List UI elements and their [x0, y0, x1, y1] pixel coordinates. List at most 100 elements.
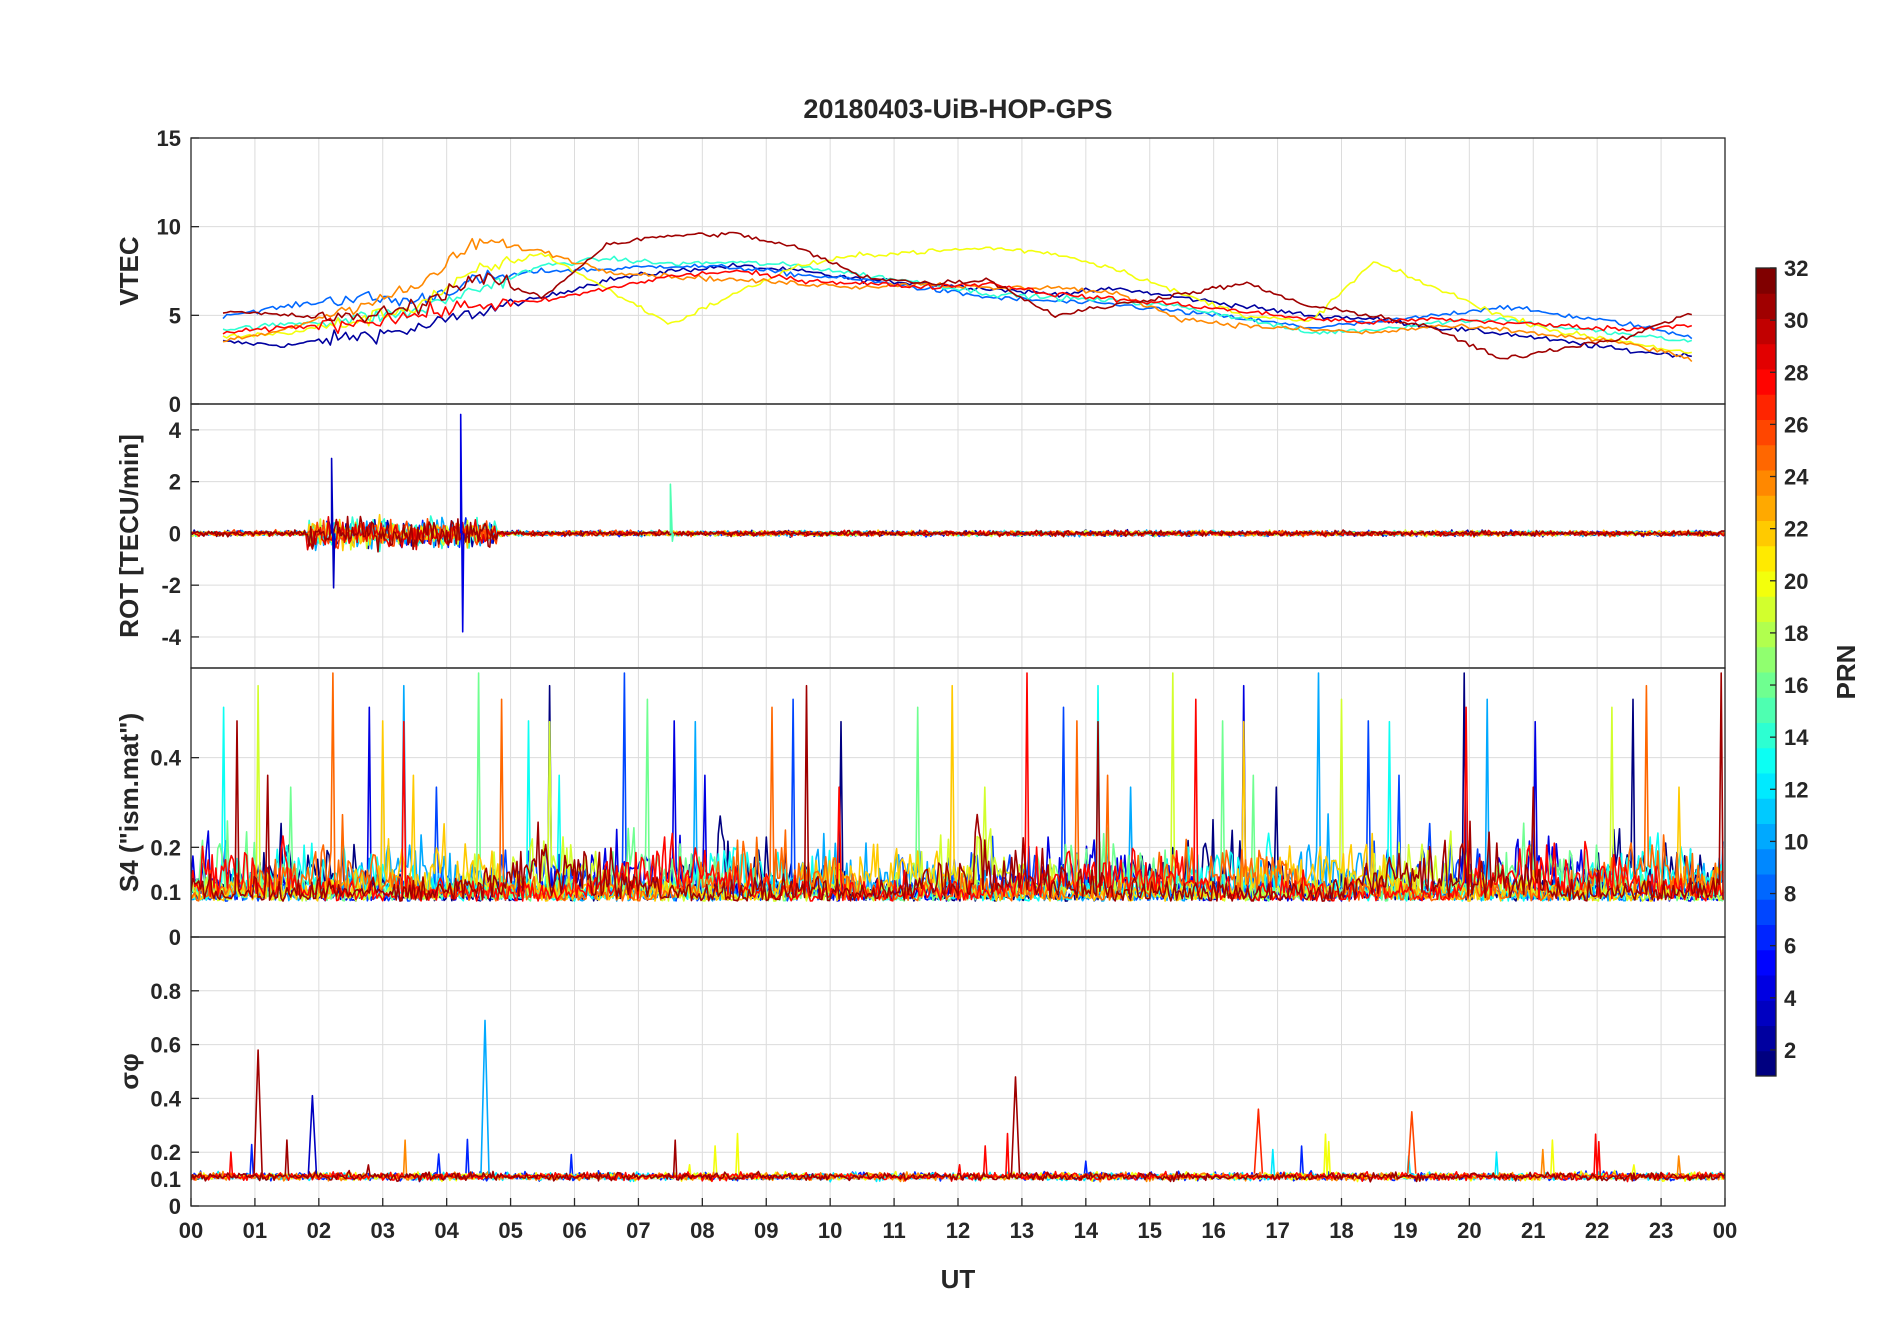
- colorbar-tick-label: 28: [1784, 360, 1808, 385]
- x-tick-label: 22: [1585, 1218, 1609, 1243]
- x-tick-label: 14: [1074, 1218, 1099, 1243]
- x-tick-label: 04: [434, 1218, 459, 1243]
- colorbar-tick-label: 2: [1784, 1038, 1796, 1063]
- s4-prn-7: [191, 672, 1724, 902]
- colorbar-swatch: [1756, 823, 1776, 850]
- y-tick-label: 0: [169, 925, 181, 950]
- colorbar-tick-label: 18: [1784, 621, 1808, 646]
- colorbar-tick-label: 12: [1784, 777, 1808, 802]
- y-tick-label: 2: [169, 470, 181, 495]
- traces: [191, 672, 1724, 902]
- colorbar-swatch: [1756, 419, 1776, 446]
- colorbar-swatch: [1756, 975, 1776, 1001]
- y-tick-label: 0.1: [150, 880, 181, 905]
- x-tick-label: 18: [1329, 1218, 1353, 1243]
- y-tick-label: 0.4: [150, 746, 181, 771]
- colorbar-tick-label: 24: [1784, 465, 1809, 490]
- colorbar-swatch: [1756, 646, 1776, 673]
- x-tick-label: 16: [1201, 1218, 1225, 1243]
- x-tick-label: 07: [626, 1218, 650, 1243]
- s4-prn-10: [191, 672, 1724, 902]
- traces: [191, 1019, 1725, 1183]
- sigma-peak-prn-31: [253, 1049, 263, 1174]
- x-tick-label: 09: [754, 1218, 778, 1243]
- vtec-prn-14: [222, 255, 1693, 343]
- vtec-prn-31: [222, 231, 1692, 360]
- y-tick-label: 0.6: [150, 1033, 181, 1058]
- colorbar-swatch: [1756, 470, 1776, 496]
- s4-prn-31: [191, 672, 1724, 902]
- colorbar-tick-label: 10: [1784, 829, 1808, 854]
- y-axis-label: σφ: [114, 1053, 144, 1089]
- colorbar-swatch: [1756, 444, 1776, 471]
- s4-prn-19: [191, 672, 1724, 902]
- colorbar-tick-label: 20: [1784, 569, 1808, 594]
- colorbar-swatch: [1756, 924, 1776, 951]
- x-tick-label: 03: [371, 1218, 395, 1243]
- rot-prn-31: [191, 515, 1725, 553]
- colorbar-swatch: [1756, 545, 1776, 572]
- y-tick-label: 0.1: [150, 1167, 181, 1192]
- colorbar-swatch: [1756, 318, 1776, 345]
- colorbar-tick-label: 30: [1784, 308, 1808, 333]
- colorbar-swatch: [1756, 343, 1776, 370]
- y-tick-label: 0.2: [150, 1140, 181, 1165]
- x-tick-label: 20: [1457, 1218, 1481, 1243]
- colorbar-swatch: [1756, 773, 1776, 799]
- colorbar-swatch: [1756, 798, 1776, 824]
- y-tick-label: -4: [161, 625, 181, 650]
- y-tick-label: 0.8: [150, 979, 181, 1004]
- s4-prn-25: [191, 672, 1724, 902]
- colorbar-swatch: [1756, 369, 1776, 395]
- s4-prn-22: [191, 684, 1724, 902]
- y-axis-label: S4 ("ism.mat"): [114, 713, 144, 892]
- colorbar-swatch: [1756, 747, 1776, 774]
- s4-prn-16: [191, 672, 1724, 902]
- x-tick-label: 05: [498, 1218, 522, 1243]
- y-tick-label: 0: [169, 521, 181, 546]
- y-axis-label: VTEC: [114, 236, 144, 306]
- sigma-peak-prn-3: [307, 1094, 318, 1174]
- colorbar-tick-label: 6: [1784, 934, 1796, 959]
- x-tick-label: 23: [1649, 1218, 1673, 1243]
- panel-2: -4 -2 0 2 4 ROT [TECU/min]: [114, 403, 1726, 669]
- colorbar-swatch: [1756, 697, 1776, 723]
- colorbar-swatch: [1756, 293, 1776, 319]
- panel-4: 00.10.2 0.4 0.6 0.8 σφ: [114, 936, 1726, 1219]
- vtec-prn-28: [222, 269, 1693, 335]
- x-tick-label: 02: [307, 1218, 331, 1243]
- x-tick-label: 00: [179, 1218, 203, 1243]
- x-tick-label: 10: [818, 1218, 842, 1243]
- panel-1: 0 5 10 15 VTEC: [114, 126, 1726, 417]
- rot-peak-prn-3: [330, 457, 336, 589]
- colorbar-swatch: [1756, 848, 1776, 875]
- rot-peak-prn-15: [669, 483, 675, 542]
- colorbar-swatch: [1756, 722, 1776, 749]
- x-tick-label: 11: [882, 1218, 905, 1243]
- colorbar-tick-label: 8: [1784, 882, 1796, 907]
- colorbar-swatch: [1756, 268, 1776, 294]
- colorbar-swatch: [1756, 520, 1776, 547]
- y-tick-label: 0: [169, 1194, 181, 1219]
- colorbar-tick-label: 22: [1784, 517, 1808, 542]
- y-tick-label: 0: [169, 392, 181, 417]
- vtec-prn-20: [222, 246, 1692, 354]
- colorbar-frame: [1755, 267, 1777, 1077]
- sigma-peak-prn-31: [1010, 1076, 1021, 1174]
- vtec-prn-24: [222, 237, 1693, 363]
- s4-prn-28: [191, 672, 1724, 902]
- vtec-prn-8: [222, 263, 1693, 340]
- chart-title: 20180403-UiB-HOP-GPS: [803, 94, 1112, 124]
- y-tick-label: 10: [157, 215, 181, 240]
- colorbar-swatch: [1756, 1025, 1776, 1052]
- x-tick-label: 00: [1713, 1218, 1737, 1243]
- colorbar-swatch: [1756, 621, 1776, 648]
- colorbar-label: PRN: [1831, 645, 1861, 700]
- y-tick-label: 4: [169, 418, 182, 443]
- colorbar-swatch: [1756, 899, 1776, 925]
- y-tick-label: 5: [169, 303, 181, 328]
- x-tick-label: 06: [562, 1218, 586, 1243]
- colorbar-tick-label: 4: [1784, 986, 1797, 1011]
- x-tick-label: 12: [946, 1218, 970, 1243]
- colorbar-tick-label: 26: [1784, 412, 1808, 437]
